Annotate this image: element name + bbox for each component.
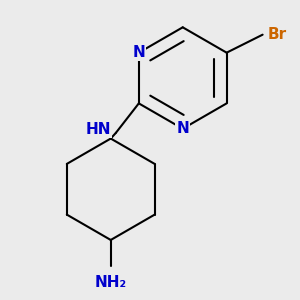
Text: NH₂: NH₂	[95, 275, 127, 290]
Text: Br: Br	[268, 27, 287, 42]
Text: N: N	[132, 45, 145, 60]
Text: HN: HN	[85, 122, 111, 137]
Text: N: N	[176, 121, 189, 136]
